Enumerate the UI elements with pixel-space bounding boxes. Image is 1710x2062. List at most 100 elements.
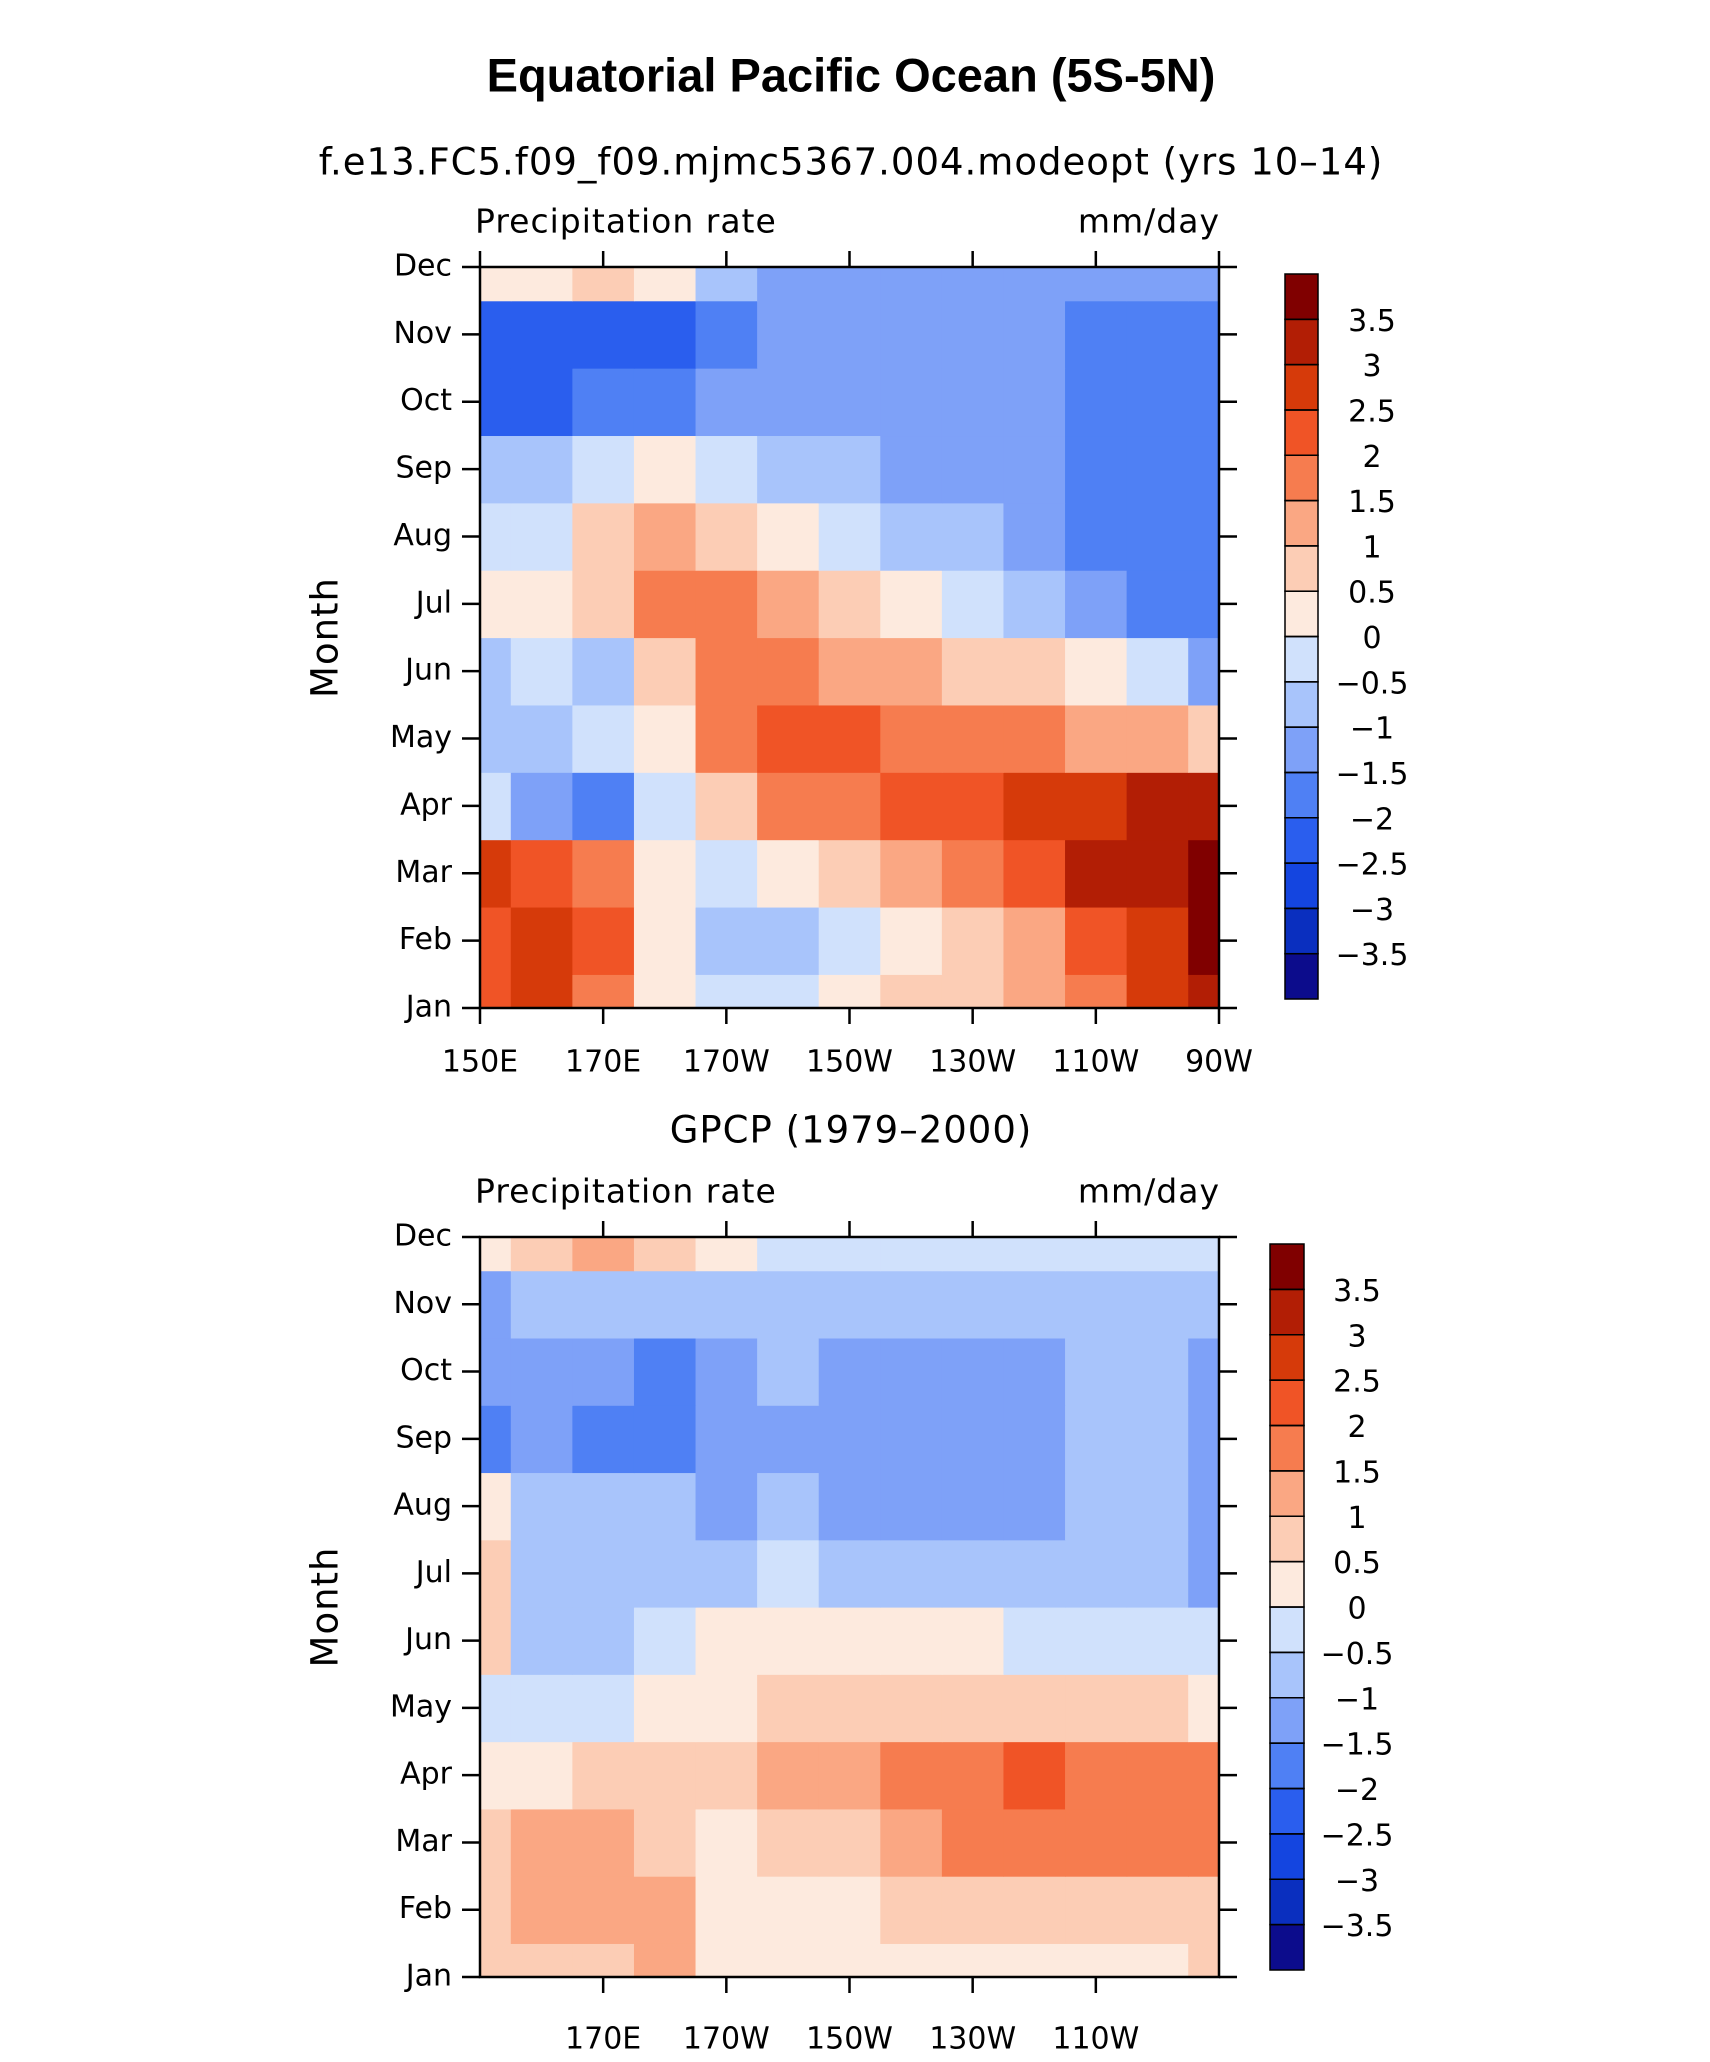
chart-subtitle: GPCP (1979–2000)	[670, 1109, 1033, 1152]
colorbar-swatch	[1284, 454, 1319, 502]
y-tick-label: Jul	[414, 585, 452, 620]
contour-cell	[1126, 1270, 1189, 1339]
contour-cell	[633, 435, 697, 504]
units-label: mm/day	[1078, 1172, 1220, 1211]
x-tick-label: 150E	[442, 1045, 518, 1080]
contour-cell	[757, 1539, 820, 1608]
contour-cell	[1188, 570, 1220, 639]
contour-cell	[695, 704, 758, 773]
contour-cell	[572, 1539, 635, 1608]
contour-cell	[880, 435, 943, 504]
contour-cell	[941, 1808, 1005, 1877]
contour-cell	[572, 1876, 635, 1944]
contour-cell	[1126, 1472, 1189, 1541]
y-tick-label: Feb	[399, 1891, 452, 1926]
contour-cell	[510, 974, 573, 1009]
y-tick-label: Aug	[393, 518, 452, 553]
contour-cell	[757, 704, 820, 773]
colorbar-label: −2.5	[1321, 1818, 1394, 1853]
contour-cell	[757, 435, 820, 504]
contour-cell	[1003, 1270, 1066, 1339]
contour-cell	[510, 368, 573, 437]
contour-cell	[480, 368, 512, 437]
contour-cell	[1188, 1607, 1220, 1675]
contour-cell	[510, 300, 573, 369]
contour-cell	[1003, 1674, 1066, 1743]
colorbar-label: −1.5	[1336, 757, 1409, 792]
colorbar-swatch	[1269, 1742, 1305, 1790]
colorbar-label: −2	[1335, 1773, 1379, 1808]
contour-cell	[510, 435, 573, 504]
x-tick-label: 170W	[683, 2022, 770, 2057]
contour-cell	[1126, 1808, 1189, 1877]
colorbar-swatch	[1269, 1787, 1305, 1835]
contour-cell	[818, 1808, 881, 1877]
colorbar-label: 1.5	[1333, 1455, 1381, 1490]
contour-cell	[1126, 839, 1189, 908]
contour-cell	[941, 839, 1005, 908]
contour-cell	[572, 1472, 635, 1541]
contour-cell	[572, 1607, 635, 1675]
contour-cell	[818, 974, 881, 1009]
contour-cell	[1003, 1741, 1066, 1810]
contour-cell	[633, 1472, 697, 1541]
contour-cell	[1065, 839, 1128, 908]
contour-cell	[757, 772, 820, 841]
contour-cell	[818, 1674, 881, 1743]
contour-cell	[1188, 1674, 1220, 1743]
colorbar-swatch	[1284, 273, 1319, 321]
colorbar-label: 3.5	[1348, 304, 1396, 339]
contour-cell	[880, 1237, 943, 1272]
variable-label: Precipitation rate	[475, 1172, 777, 1211]
contour-cell	[510, 1741, 573, 1810]
contour-cell	[695, 368, 758, 437]
colorbar-swatch	[1269, 1379, 1305, 1427]
contour-cell	[1188, 502, 1220, 571]
contour-cell	[880, 772, 943, 841]
contour-cell	[818, 435, 881, 504]
contour-cell	[510, 1539, 573, 1608]
contour-cell	[818, 1741, 881, 1810]
contour-cell	[880, 839, 943, 908]
contour-cell	[757, 267, 820, 302]
y-tick-label: Mar	[395, 1824, 452, 1859]
colorbar-swatch	[1269, 1833, 1305, 1880]
contour-cell	[1188, 974, 1220, 1009]
contour-cell	[818, 839, 881, 908]
contour-cell	[572, 1270, 635, 1339]
contour-cell	[818, 704, 881, 773]
contour-cell	[572, 704, 635, 773]
contour-cell	[757, 300, 820, 369]
x-tick-label: 110W	[1052, 1045, 1139, 1080]
contour-cell	[695, 435, 758, 504]
contour-cell	[941, 704, 1005, 773]
contour-cell	[818, 1539, 881, 1608]
colorbar-swatch	[1284, 771, 1319, 819]
contour-cell	[880, 1337, 943, 1406]
contour-cell	[1126, 1607, 1189, 1675]
contour-cell	[695, 1337, 758, 1406]
contour-cell	[1126, 974, 1189, 1009]
x-tick-label: 150W	[806, 1045, 893, 1080]
y-tick-label: Dec	[394, 1219, 452, 1254]
contour-cell	[1065, 570, 1128, 639]
contour-cell	[633, 368, 697, 437]
contour-cell	[1065, 1876, 1128, 1944]
contour-cell	[941, 974, 1005, 1009]
contour-cell	[510, 839, 573, 908]
contour-cell	[818, 1472, 881, 1541]
colorbar-label: 0	[1347, 1592, 1366, 1627]
contour-cell	[695, 1405, 758, 1474]
contour-cell	[1126, 1237, 1189, 1272]
contour-cell	[633, 1741, 697, 1810]
contour-cell	[757, 1270, 820, 1339]
contour-cell	[1065, 1808, 1128, 1877]
contour-cell	[1065, 1270, 1128, 1339]
contour-cell	[757, 974, 820, 1009]
contour-cell	[633, 839, 697, 908]
contour-cell	[1188, 267, 1220, 302]
contour-cell	[880, 1741, 943, 1810]
y-tick-label: Oct	[400, 383, 452, 418]
colorbar-label: 0	[1362, 621, 1381, 656]
